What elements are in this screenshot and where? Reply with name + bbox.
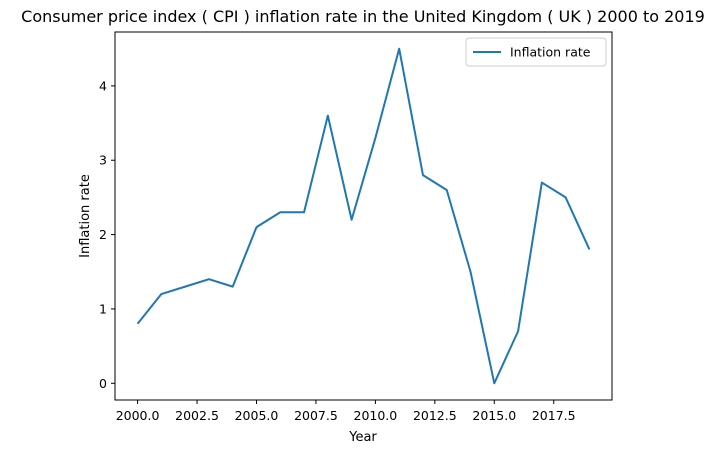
series-line-inflation-rate (136, 47, 591, 385)
x-tick-label: 2000.0 (116, 408, 160, 423)
legend: Inflation rate (465, 37, 607, 67)
legend-label-inflation-rate: Inflation rate (510, 45, 591, 60)
x-tick-label: 2012.5 (413, 408, 457, 423)
x-tick-label: 2007.5 (294, 408, 338, 423)
y-tick-label: 1 (99, 301, 107, 316)
x-axis-ticks: 2000.0 2002.5 2005.0 2007.5 2010.0 2012.5 2015… (116, 400, 576, 423)
y-tick-label: 0 (99, 376, 107, 391)
x-tick-label: 2015.0 (472, 408, 516, 423)
series-layer (136, 47, 591, 385)
y-axis-ticks: 0 1 2 3 4 (99, 78, 115, 391)
x-tick-label: 2017.5 (532, 408, 576, 423)
plot-frame (114, 31, 613, 401)
y-axis-label: Inflation rate (78, 174, 93, 258)
plot-area (114, 31, 613, 401)
y-tick-label: 2 (99, 227, 107, 242)
chart-title: Consumer price index ( CPI ) inflation r… (21, 7, 705, 26)
x-tick-label: 2005.0 (235, 408, 279, 423)
y-tick-label: 4 (99, 78, 107, 93)
x-axis-label: Year (348, 430, 377, 445)
x-tick-label: 2002.5 (175, 408, 219, 423)
x-tick-label: 2010.0 (354, 408, 398, 423)
legend-box (465, 37, 607, 67)
y-tick-label: 3 (99, 153, 107, 168)
